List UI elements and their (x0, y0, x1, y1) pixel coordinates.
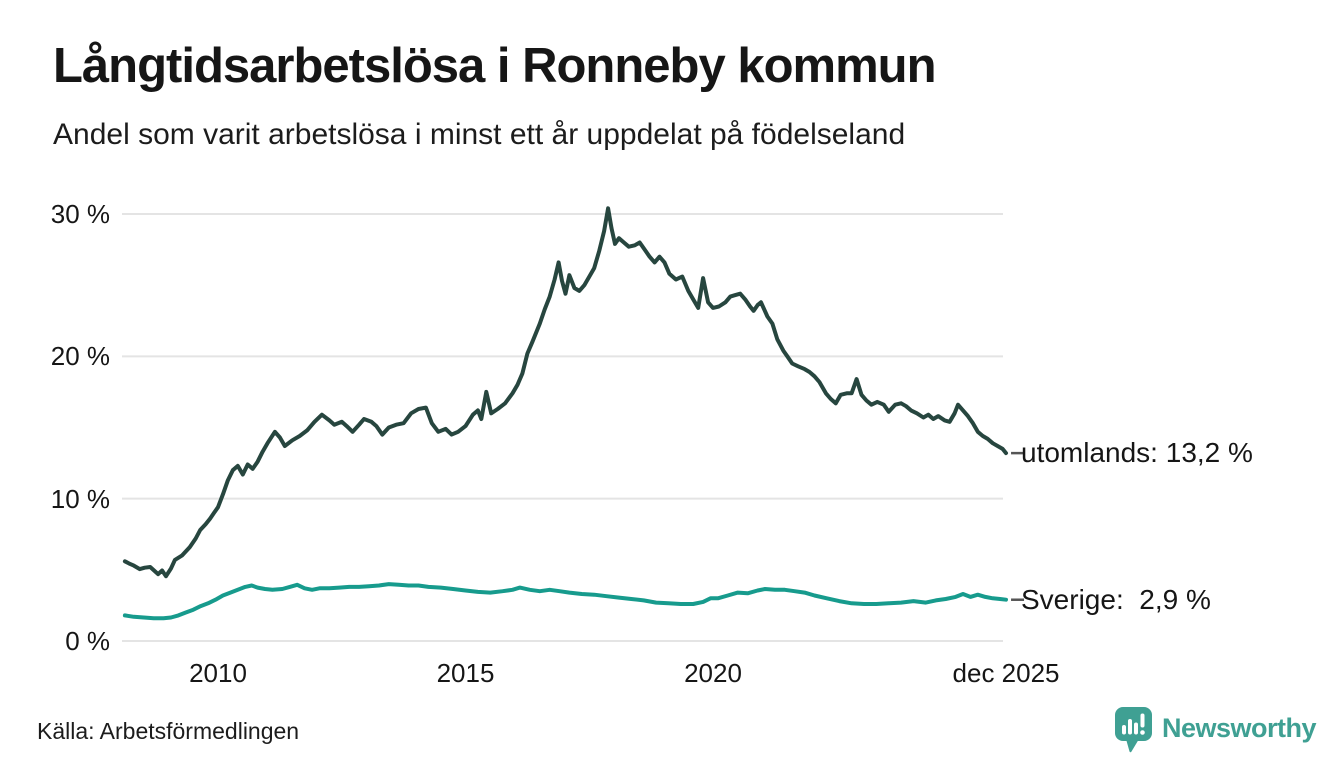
newsworthy-logo-text: Newsworthy (1162, 713, 1317, 743)
x-axis-tick-dec-2025: dec 2025 (952, 658, 1060, 688)
newsworthy-logo: Newsworthy (1114, 706, 1317, 754)
newsworthy-logo-icon (1115, 707, 1152, 753)
y-axis-tick-10: 10 % (50, 483, 110, 514)
x-axis-tick-2010: 2010 (189, 658, 247, 688)
x-axis-tick-2015: 2015 (436, 658, 495, 688)
series-line-sverige (122, 582, 1008, 621)
series-end-label-sverige: Sverige: 2,9 % (1021, 584, 1211, 615)
series-line-utomlands (122, 206, 1008, 579)
y-axis-tick-0: 0 % (65, 626, 110, 656)
x-axis-tick-2020: 2020 (684, 658, 742, 688)
y-axis-tick-20: 20 % (50, 341, 110, 372)
page-title: Långtidsarbetslösa i Ronneby kommun (53, 39, 937, 93)
chart-subtitle: Andel som varit arbetslösa i minst ett å… (53, 118, 906, 151)
y-axis-tick-30: 30 % (50, 199, 110, 229)
series-end-label-utomlands: utomlands: 13,2 % (1021, 437, 1253, 468)
source-attribution: Källa: Arbetsförmedlingen (37, 718, 300, 744)
